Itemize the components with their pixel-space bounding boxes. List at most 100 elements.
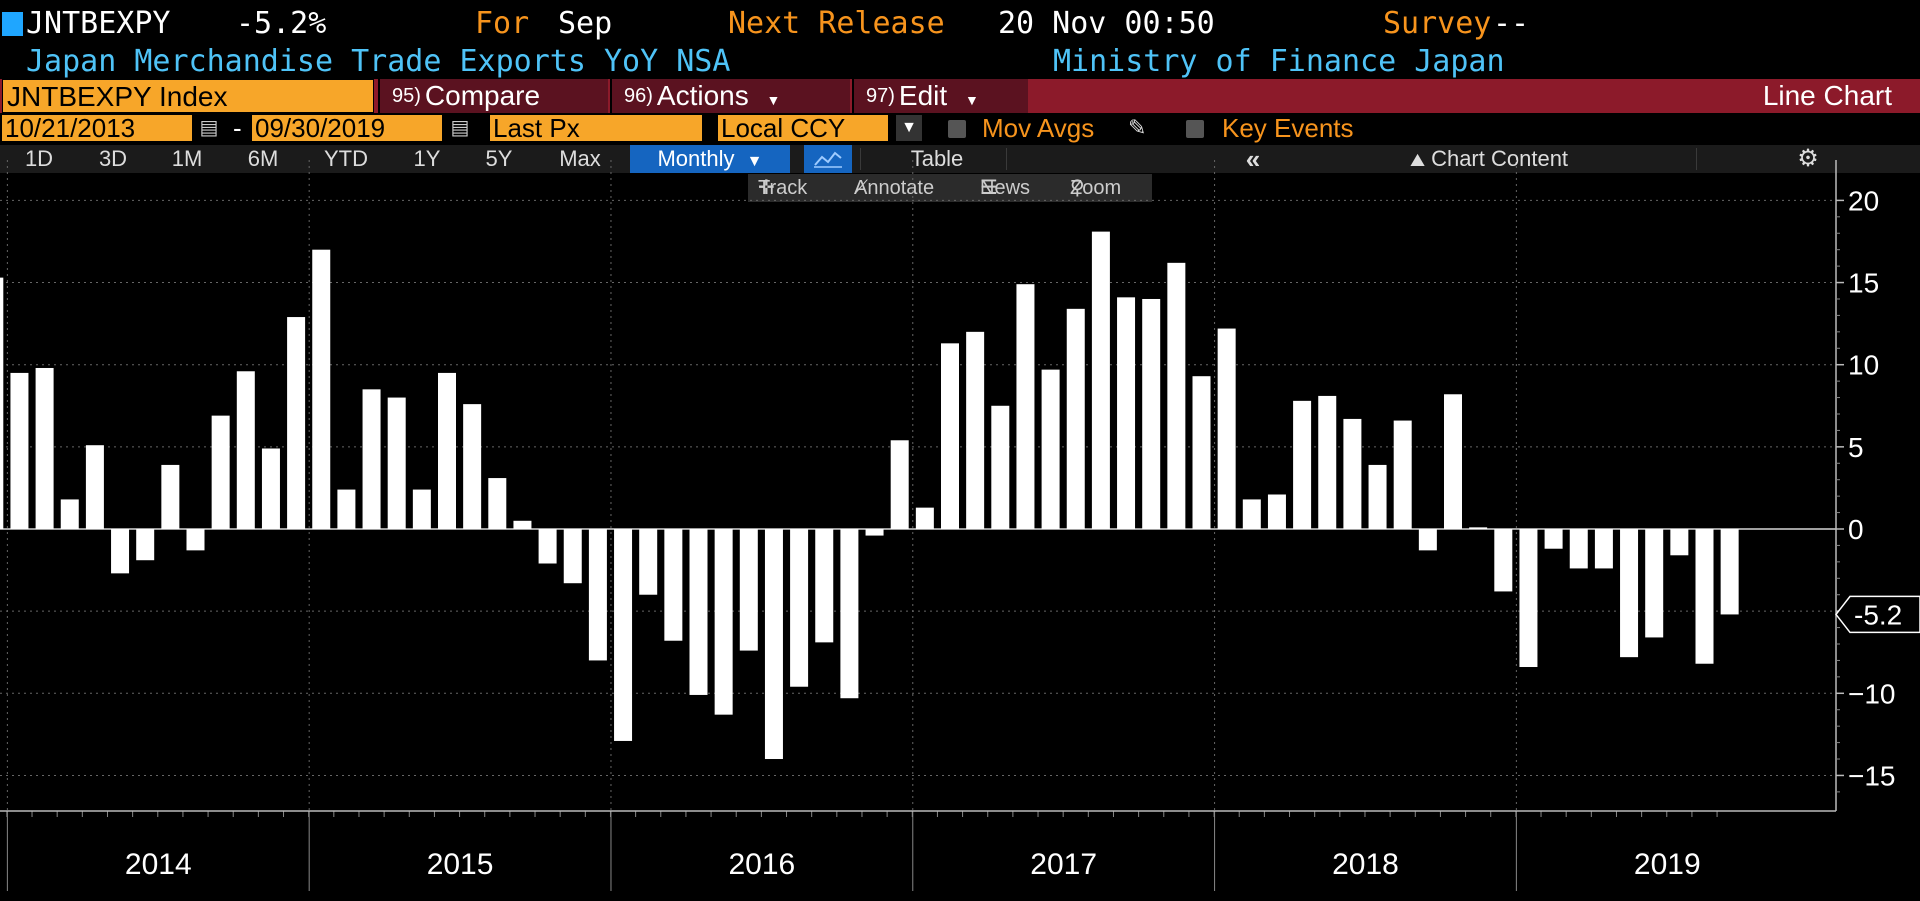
actions-button[interactable]: 96) Actions ▼ [610, 79, 850, 113]
y-tick-label: 15 [1848, 268, 1879, 299]
date-separator: - [233, 113, 242, 143]
bar [966, 331, 985, 529]
line-chart-icon[interactable] [804, 145, 852, 173]
security-color-swatch [2, 12, 23, 36]
y-tick-label: −15 [1848, 760, 1896, 791]
settings-bar: 10/21/2013 ▤ - 09/30/2019 ▤ Last Px Loca… [0, 115, 1920, 145]
bar [1494, 529, 1513, 592]
chart-type-label: Line Chart [1762, 80, 1892, 111]
next-release-value: 20 Nov 00:50 [998, 6, 1215, 41]
actions-hotkey: 96) [624, 85, 653, 107]
bar [312, 249, 331, 529]
x-tick-label: 2016 [729, 848, 796, 881]
tab-1m[interactable]: 1M [171, 146, 203, 171]
table-tab[interactable]: Table [910, 146, 964, 171]
bar [1418, 529, 1437, 551]
tab-1d[interactable]: 1D [24, 146, 54, 171]
bar [186, 529, 205, 551]
y-tick-label: 0 [1848, 514, 1864, 545]
bar-chart[interactable]: 20142015201620172018201920151050−5−10−15… [0, 160, 1920, 901]
gear-icon[interactable]: ⚙ [1797, 145, 1819, 172]
bar [1167, 262, 1186, 529]
chart-bars [0, 231, 1739, 760]
y-tick-label: 20 [1848, 185, 1879, 216]
bar [1695, 529, 1714, 664]
key-events-label: Key Events [1222, 113, 1354, 143]
bar [1142, 298, 1161, 529]
magnifier-icon: ⚲ [1070, 177, 1085, 199]
chevron-down-icon[interactable]: ▼ [896, 115, 922, 141]
bar [890, 440, 909, 529]
edit-button[interactable]: 97) Edit ▼ [852, 79, 1028, 113]
compare-label: Compare [424, 80, 541, 111]
end-date-field[interactable]: 09/30/2019 [252, 115, 442, 141]
pencil-icon[interactable]: ✎ [1128, 115, 1147, 140]
mov-avgs-checkbox[interactable] [948, 120, 966, 138]
actions-label: Actions [656, 80, 749, 111]
pencil-icon: ⟋ [854, 177, 868, 199]
x-tick-label: 2018 [1332, 848, 1399, 881]
mov-avgs-label: Mov Avgs [982, 113, 1095, 143]
bar [563, 529, 582, 584]
compare-button[interactable]: 95) Compare [378, 79, 608, 113]
calendar-icon[interactable]: ▤ [199, 117, 219, 139]
bar [136, 529, 155, 561]
annotate-label: Annotate [854, 177, 935, 199]
last-change-value: -5.2% [236, 6, 327, 41]
edit-label: Edit [898, 80, 948, 111]
period-value: Sep [558, 6, 613, 41]
bar [689, 529, 708, 695]
tab-1y[interactable]: 1Y [413, 146, 441, 171]
bar [538, 529, 557, 564]
caret-down-icon: ▼ [766, 92, 781, 108]
bar [664, 529, 683, 641]
tab-ytd[interactable]: YTD [324, 146, 368, 171]
bar [85, 445, 104, 529]
bar [1519, 529, 1538, 668]
security-description: Japan Merchandise Trade Exports YoY NSA … [0, 44, 1920, 79]
bar [1066, 308, 1085, 529]
bar [639, 529, 658, 595]
period-label: For [475, 6, 530, 41]
bar [1444, 394, 1462, 529]
caret-down-icon: ▼ [746, 153, 763, 170]
y-tick-label: 10 [1848, 350, 1879, 381]
tab-5y[interactable]: 5Y [485, 146, 513, 171]
next-release-label: Next Release [728, 6, 945, 41]
ticker-input[interactable]: JNTBEXPY Index [2, 79, 374, 113]
caret-down-icon: ▼ [964, 92, 979, 108]
bar [1117, 297, 1136, 529]
bar [1318, 395, 1337, 529]
bar [865, 529, 884, 536]
bar [614, 529, 633, 741]
key-events-checkbox[interactable] [1186, 120, 1204, 138]
news-label: News [980, 177, 1031, 199]
tab-max[interactable]: Max [559, 146, 601, 171]
bar [463, 404, 482, 529]
last-value-flag: -5.2 [1835, 595, 1920, 634]
bar [1645, 529, 1664, 638]
price-field-select[interactable]: Last Px [490, 115, 702, 141]
bar [488, 478, 507, 529]
frequency-dropdown[interactable]: Monthly ▼ [630, 145, 790, 173]
double-chevron-left-icon[interactable]: « [1245, 144, 1261, 174]
tab-6m[interactable]: 6M [247, 146, 279, 171]
last-value-label: -5.2 [1854, 599, 1902, 630]
bar [412, 489, 431, 529]
x-tick-label: 2019 [1634, 848, 1701, 881]
bar [1393, 420, 1412, 529]
track-label: Track [758, 177, 808, 199]
currency-select[interactable]: Local CCY [718, 115, 888, 141]
bar [0, 277, 4, 529]
tab-3d[interactable]: 3D [98, 146, 128, 171]
start-date-field[interactable]: 10/21/2013 [2, 115, 192, 141]
bar [287, 317, 306, 529]
y-tick-label: 5 [1848, 432, 1864, 463]
bar [10, 372, 29, 529]
calendar-icon[interactable]: ▤ [450, 117, 470, 139]
chart-content-label: Chart Content [1431, 146, 1569, 171]
crosshair-icon: ✛ [758, 177, 775, 199]
ticker-symbol: JNTBEXPY [26, 6, 171, 41]
chart-content-button[interactable]: ⛰ Chart Content [1376, 145, 1602, 173]
bar [764, 529, 783, 760]
